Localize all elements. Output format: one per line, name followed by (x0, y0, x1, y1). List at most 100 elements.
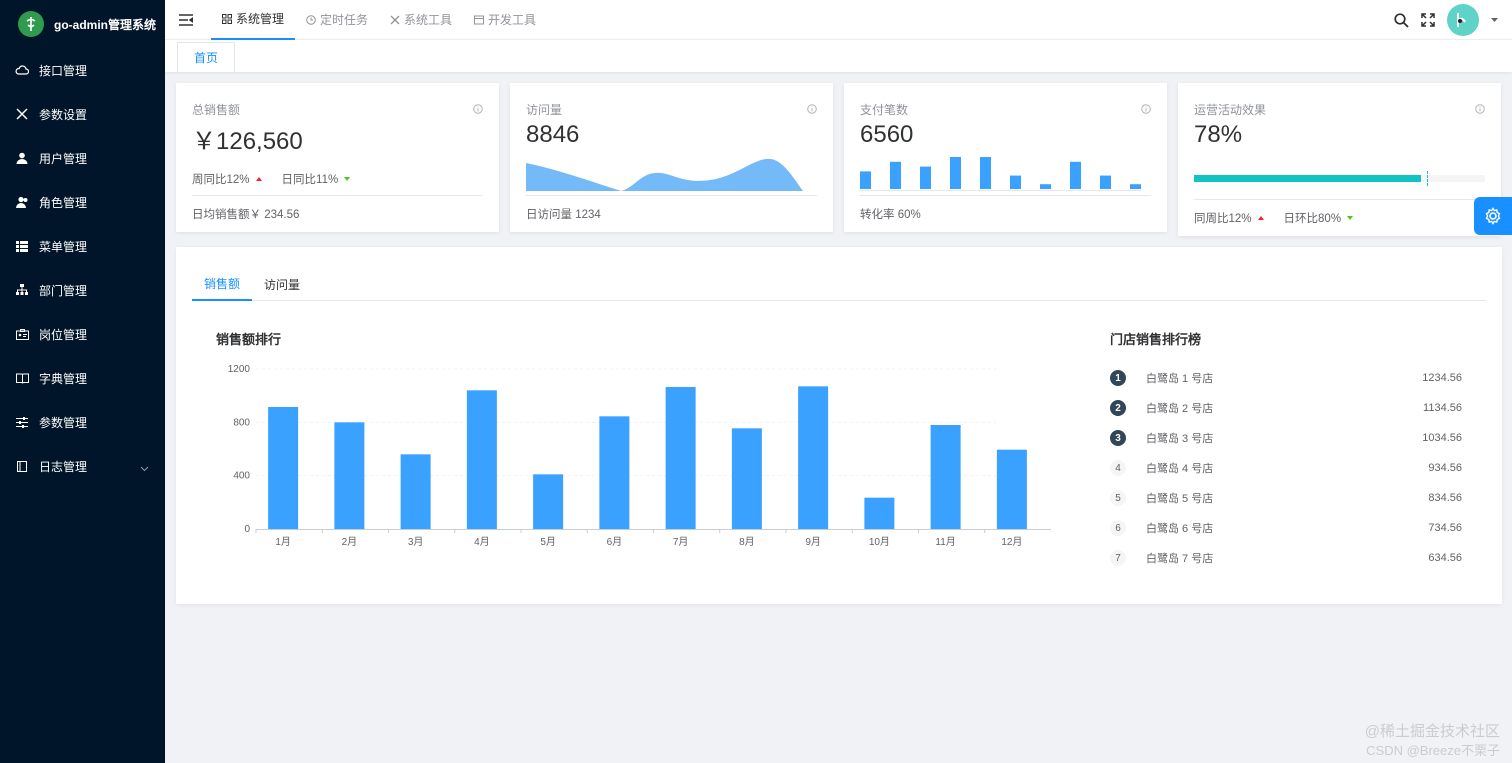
clock-icon (306, 14, 316, 25)
sidebar-item-label: 菜单管理 (39, 239, 88, 254)
mini-bar (1010, 175, 1021, 189)
card-footer: 日均销售额￥ 234.56 (192, 195, 483, 232)
rank-value: 934.56 (1428, 462, 1462, 474)
rank-store-name: 白鹭岛 2 号店 (1146, 403, 1214, 415)
y-tick-label: 800 (233, 417, 250, 428)
mini-bar (1070, 161, 1081, 189)
topnav-system-management[interactable]: 系统管理 (211, 0, 296, 40)
sales-bar (268, 407, 299, 529)
week-trend-label: 同周比12% (1194, 213, 1252, 225)
id-card-icon (15, 327, 29, 341)
sidebar-item-label: 参数设置 (39, 107, 88, 122)
progress-track (1194, 171, 1485, 186)
x-tick-label: 4月 (474, 536, 490, 548)
top-nav: 系统管理 定时任务 系统工具 开发工具 (211, 0, 547, 40)
trend-down-icon (344, 177, 351, 181)
rank-store-name: 白鹭岛 1 号店 (1146, 373, 1214, 385)
sidebar-item-label: 角色管理 (39, 195, 88, 210)
cloud-icon (15, 63, 29, 77)
grid-icon (222, 13, 232, 24)
card-title: 支付笔数 (860, 103, 909, 117)
info-icon[interactable] (807, 101, 817, 119)
ranking-title: 门店销售排行榜 (1110, 332, 1202, 347)
list-icon (15, 239, 29, 253)
rank-value: 734.56 (1428, 522, 1462, 534)
sidebar-item-label: 字典管理 (39, 371, 88, 386)
sidebar-item-users[interactable]: 用户管理 (0, 136, 165, 180)
sidebar-item-params-settings[interactable]: 参数设置 (0, 92, 165, 136)
log-icon (15, 459, 29, 473)
topnav-dev-tools[interactable]: 开发工具 (463, 0, 547, 40)
ranking-item: 7 白鹭岛 7 号店 634.56 (1110, 543, 1462, 573)
fullscreen-icon[interactable] (1421, 13, 1435, 27)
collapse-menu-icon[interactable] (167, 0, 205, 40)
sidebar-item-posts[interactable]: 岗位管理 (0, 312, 165, 356)
x-tick-label: 3月 (408, 536, 424, 548)
sidebar-item-dictionary[interactable]: 字典管理 (0, 356, 165, 400)
tools-icon (390, 15, 400, 24)
info-icon[interactable] (1475, 101, 1485, 119)
x-tick-label: 5月 (540, 536, 556, 548)
sales-bar (400, 454, 431, 529)
week-trend-label: 周同比12% (192, 174, 250, 186)
sidebar-item-roles[interactable]: 角色管理 (0, 180, 165, 224)
x-tick-label: 6月 (607, 536, 623, 548)
sales-bar (798, 386, 829, 529)
mini-bar (860, 171, 871, 189)
mini-bar (920, 166, 931, 189)
card-title: 运营活动效果 (1194, 103, 1267, 117)
x-tick-label: 11月 (935, 536, 955, 548)
mini-bar (1130, 184, 1141, 189)
sales-bar (864, 497, 895, 529)
tab-visits[interactable]: 访问量 (264, 277, 301, 292)
info-icon[interactable] (1141, 101, 1151, 119)
x-tick-label: 1月 (275, 536, 291, 548)
sidebar-item-logs[interactable]: 日志管理 (0, 444, 165, 488)
rank-store-name: 白鹭岛 3 号店 (1146, 433, 1214, 445)
mini-bar (980, 157, 991, 189)
rank-badge: 7 (1110, 550, 1126, 566)
topnav-scheduled-tasks[interactable]: 定时任务 (295, 0, 379, 40)
topnav-system-tools[interactable]: 系统工具 (379, 0, 463, 40)
rank-store-name: 白鹭岛 7 号店 (1146, 553, 1214, 565)
tag-home[interactable]: 首页 (177, 42, 236, 72)
ranking-item: 3 白鹭岛 3 号店 1034.56 (1110, 423, 1462, 453)
topnav-label: 开发工具 (488, 13, 537, 27)
card-footer: 日访问量 1234 (526, 195, 817, 232)
card-footer: 同周比12% 日环比80% (1194, 199, 1485, 236)
topnav-label: 定时任务 (320, 13, 369, 27)
rank-badge: 1 (1110, 370, 1126, 386)
chart-title: 销售额排行 (216, 332, 282, 347)
day-trend-label: 日环比80% (1283, 213, 1342, 225)
rank-badge: 6 (1110, 520, 1126, 536)
tags-view: 首页 (165, 40, 1512, 72)
week-trend: 周同比12% (192, 171, 262, 187)
rank-badge: 3 (1110, 430, 1126, 446)
card-value: 8846 (526, 121, 580, 148)
progress-target-marker (1427, 171, 1429, 186)
logo-area[interactable]: go-admin管理系统 (0, 0, 165, 48)
day-trend: 日环比80% (1284, 210, 1354, 226)
rank-badge: 4 (1110, 460, 1126, 476)
caret-down-icon[interactable] (1491, 17, 1498, 23)
info-icon[interactable] (473, 101, 483, 119)
sales-bar (599, 416, 630, 529)
avatar[interactable] (1447, 4, 1479, 36)
rank-value: 1034.56 (1422, 432, 1462, 444)
tab-sales[interactable]: 销售额 (192, 267, 253, 301)
window-icon (474, 15, 485, 24)
settings-button[interactable] (1474, 197, 1512, 235)
trend-up-icon (1257, 216, 1264, 220)
ranking-item: 4 白鹭岛 4 号店 934.56 (1110, 453, 1462, 483)
logo-icon (18, 11, 44, 37)
sales-bar-chart: 0 400 800 1200 1月 2月 3月 4月 5月 6月 7月 8月 9月 10月 11月 12月 (228, 364, 1051, 548)
visits-area-chart (526, 158, 803, 191)
sidebar-item-departments[interactable]: 部门管理 (0, 268, 165, 312)
trend-down-icon (1347, 216, 1354, 220)
sidebar-item-menus[interactable]: 菜单管理 (0, 224, 165, 268)
rank-value: 634.56 (1428, 552, 1462, 564)
gear-icon (1485, 207, 1501, 225)
search-icon[interactable] (1394, 12, 1409, 28)
sidebar-item-params[interactable]: 参数管理 (0, 400, 165, 444)
sidebar-item-api[interactable]: 接口管理 (0, 48, 165, 92)
